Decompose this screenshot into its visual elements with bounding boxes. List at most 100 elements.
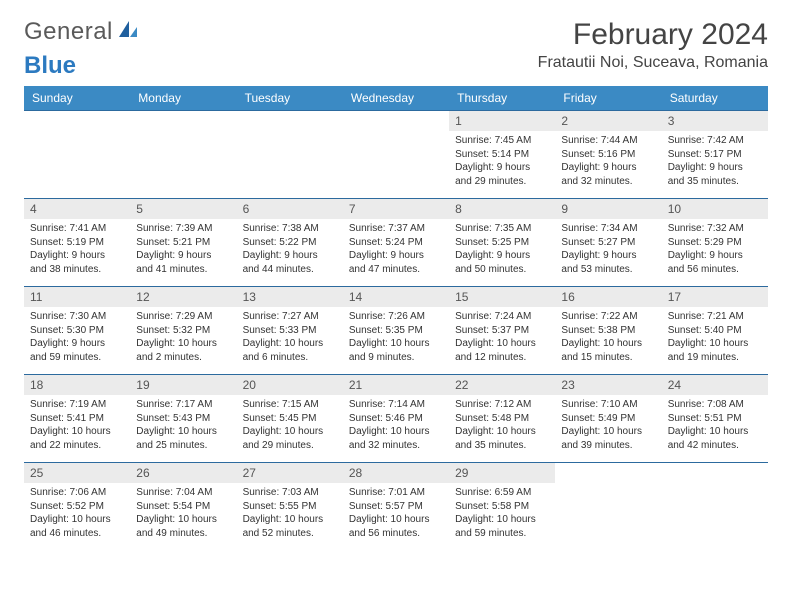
day-number: 11	[24, 287, 130, 307]
day-data: Sunrise: 7:10 AMSunset: 5:49 PMDaylight:…	[555, 395, 661, 458]
day-number: 7	[343, 199, 449, 219]
calendar-week-row: 1Sunrise: 7:45 AMSunset: 5:14 PMDaylight…	[24, 111, 768, 199]
day-number: 19	[130, 375, 236, 395]
day-data: Sunrise: 7:14 AMSunset: 5:46 PMDaylight:…	[343, 395, 449, 458]
day-data: Sunrise: 7:17 AMSunset: 5:43 PMDaylight:…	[130, 395, 236, 458]
day-number: 29	[449, 463, 555, 483]
weekday-header: Monday	[130, 86, 236, 111]
calendar-day-cell: 27Sunrise: 7:03 AMSunset: 5:55 PMDayligh…	[237, 463, 343, 551]
day-data: Sunrise: 7:34 AMSunset: 5:27 PMDaylight:…	[555, 219, 661, 282]
calendar-day-cell: 28Sunrise: 7:01 AMSunset: 5:57 PMDayligh…	[343, 463, 449, 551]
day-number: 23	[555, 375, 661, 395]
weekday-header-row: SundayMondayTuesdayWednesdayThursdayFrid…	[24, 86, 768, 111]
day-data: Sunrise: 6:59 AMSunset: 5:58 PMDaylight:…	[449, 483, 555, 546]
calendar-day-cell: 1Sunrise: 7:45 AMSunset: 5:14 PMDaylight…	[449, 111, 555, 199]
calendar-day-cell: 9Sunrise: 7:34 AMSunset: 5:27 PMDaylight…	[555, 199, 661, 287]
day-number: 13	[237, 287, 343, 307]
weekday-header: Sunday	[24, 86, 130, 111]
day-data: Sunrise: 7:45 AMSunset: 5:14 PMDaylight:…	[449, 131, 555, 194]
calendar-day-cell	[130, 111, 236, 199]
calendar-day-cell: 20Sunrise: 7:15 AMSunset: 5:45 PMDayligh…	[237, 375, 343, 463]
calendar-day-cell: 13Sunrise: 7:27 AMSunset: 5:33 PMDayligh…	[237, 287, 343, 375]
day-number: 28	[343, 463, 449, 483]
calendar-day-cell	[24, 111, 130, 199]
day-number: 25	[24, 463, 130, 483]
day-number: 3	[662, 111, 768, 131]
calendar-day-cell: 29Sunrise: 6:59 AMSunset: 5:58 PMDayligh…	[449, 463, 555, 551]
month-title: February 2024	[538, 18, 768, 52]
day-data: Sunrise: 7:38 AMSunset: 5:22 PMDaylight:…	[237, 219, 343, 282]
day-data: Sunrise: 7:42 AMSunset: 5:17 PMDaylight:…	[662, 131, 768, 194]
day-data: Sunrise: 7:32 AMSunset: 5:29 PMDaylight:…	[662, 219, 768, 282]
day-number: 20	[237, 375, 343, 395]
day-data: Sunrise: 7:35 AMSunset: 5:25 PMDaylight:…	[449, 219, 555, 282]
calendar-day-cell	[343, 111, 449, 199]
day-data: Sunrise: 7:39 AMSunset: 5:21 PMDaylight:…	[130, 219, 236, 282]
day-data: Sunrise: 7:30 AMSunset: 5:30 PMDaylight:…	[24, 307, 130, 370]
calendar-day-cell: 25Sunrise: 7:06 AMSunset: 5:52 PMDayligh…	[24, 463, 130, 551]
day-number: 4	[24, 199, 130, 219]
calendar-day-cell: 4Sunrise: 7:41 AMSunset: 5:19 PMDaylight…	[24, 199, 130, 287]
calendar-day-cell: 16Sunrise: 7:22 AMSunset: 5:38 PMDayligh…	[555, 287, 661, 375]
logo-text-blue: Blue	[24, 52, 768, 80]
day-data: Sunrise: 7:26 AMSunset: 5:35 PMDaylight:…	[343, 307, 449, 370]
calendar-day-cell: 11Sunrise: 7:30 AMSunset: 5:30 PMDayligh…	[24, 287, 130, 375]
day-number: 15	[449, 287, 555, 307]
day-data: Sunrise: 7:44 AMSunset: 5:16 PMDaylight:…	[555, 131, 661, 194]
calendar-body: 1Sunrise: 7:45 AMSunset: 5:14 PMDaylight…	[24, 111, 768, 551]
day-data: Sunrise: 7:37 AMSunset: 5:24 PMDaylight:…	[343, 219, 449, 282]
day-number: 21	[343, 375, 449, 395]
weekday-header: Saturday	[662, 86, 768, 111]
day-number: 27	[237, 463, 343, 483]
weekday-header: Thursday	[449, 86, 555, 111]
day-data: Sunrise: 7:15 AMSunset: 5:45 PMDaylight:…	[237, 395, 343, 458]
calendar-day-cell: 8Sunrise: 7:35 AMSunset: 5:25 PMDaylight…	[449, 199, 555, 287]
day-number: 8	[449, 199, 555, 219]
day-data: Sunrise: 7:22 AMSunset: 5:38 PMDaylight:…	[555, 307, 661, 370]
calendar-day-cell: 17Sunrise: 7:21 AMSunset: 5:40 PMDayligh…	[662, 287, 768, 375]
day-data: Sunrise: 7:04 AMSunset: 5:54 PMDaylight:…	[130, 483, 236, 546]
day-data: Sunrise: 7:29 AMSunset: 5:32 PMDaylight:…	[130, 307, 236, 370]
calendar-day-cell	[662, 463, 768, 551]
day-number: 24	[662, 375, 768, 395]
calendar-day-cell	[555, 463, 661, 551]
weekday-header: Friday	[555, 86, 661, 111]
day-number: 12	[130, 287, 236, 307]
day-number: 14	[343, 287, 449, 307]
calendar-day-cell: 12Sunrise: 7:29 AMSunset: 5:32 PMDayligh…	[130, 287, 236, 375]
calendar-day-cell: 6Sunrise: 7:38 AMSunset: 5:22 PMDaylight…	[237, 199, 343, 287]
day-number: 1	[449, 111, 555, 131]
day-number: 18	[24, 375, 130, 395]
day-number: 16	[555, 287, 661, 307]
calendar-week-row: 11Sunrise: 7:30 AMSunset: 5:30 PMDayligh…	[24, 287, 768, 375]
calendar-day-cell: 21Sunrise: 7:14 AMSunset: 5:46 PMDayligh…	[343, 375, 449, 463]
calendar-day-cell: 3Sunrise: 7:42 AMSunset: 5:17 PMDaylight…	[662, 111, 768, 199]
day-number: 10	[662, 199, 768, 219]
day-data: Sunrise: 7:06 AMSunset: 5:52 PMDaylight:…	[24, 483, 130, 546]
calendar-week-row: 4Sunrise: 7:41 AMSunset: 5:19 PMDaylight…	[24, 199, 768, 287]
calendar-day-cell	[237, 111, 343, 199]
day-number: 9	[555, 199, 661, 219]
day-number: 17	[662, 287, 768, 307]
calendar-day-cell: 7Sunrise: 7:37 AMSunset: 5:24 PMDaylight…	[343, 199, 449, 287]
calendar-day-cell: 23Sunrise: 7:10 AMSunset: 5:49 PMDayligh…	[555, 375, 661, 463]
calendar-day-cell: 26Sunrise: 7:04 AMSunset: 5:54 PMDayligh…	[130, 463, 236, 551]
day-number: 6	[237, 199, 343, 219]
day-number: 2	[555, 111, 661, 131]
day-data: Sunrise: 7:27 AMSunset: 5:33 PMDaylight:…	[237, 307, 343, 370]
day-data: Sunrise: 7:08 AMSunset: 5:51 PMDaylight:…	[662, 395, 768, 458]
calendar-day-cell: 19Sunrise: 7:17 AMSunset: 5:43 PMDayligh…	[130, 375, 236, 463]
logo: General	[24, 18, 143, 46]
calendar-week-row: 25Sunrise: 7:06 AMSunset: 5:52 PMDayligh…	[24, 463, 768, 551]
day-data: Sunrise: 7:41 AMSunset: 5:19 PMDaylight:…	[24, 219, 130, 282]
calendar-week-row: 18Sunrise: 7:19 AMSunset: 5:41 PMDayligh…	[24, 375, 768, 463]
day-number: 22	[449, 375, 555, 395]
weekday-header: Tuesday	[237, 86, 343, 111]
calendar-day-cell: 5Sunrise: 7:39 AMSunset: 5:21 PMDaylight…	[130, 199, 236, 287]
calendar-table: SundayMondayTuesdayWednesdayThursdayFrid…	[24, 86, 768, 551]
day-data: Sunrise: 7:01 AMSunset: 5:57 PMDaylight:…	[343, 483, 449, 546]
calendar-day-cell: 22Sunrise: 7:12 AMSunset: 5:48 PMDayligh…	[449, 375, 555, 463]
day-number: 26	[130, 463, 236, 483]
logo-sail-icon	[117, 19, 139, 46]
calendar-day-cell: 10Sunrise: 7:32 AMSunset: 5:29 PMDayligh…	[662, 199, 768, 287]
